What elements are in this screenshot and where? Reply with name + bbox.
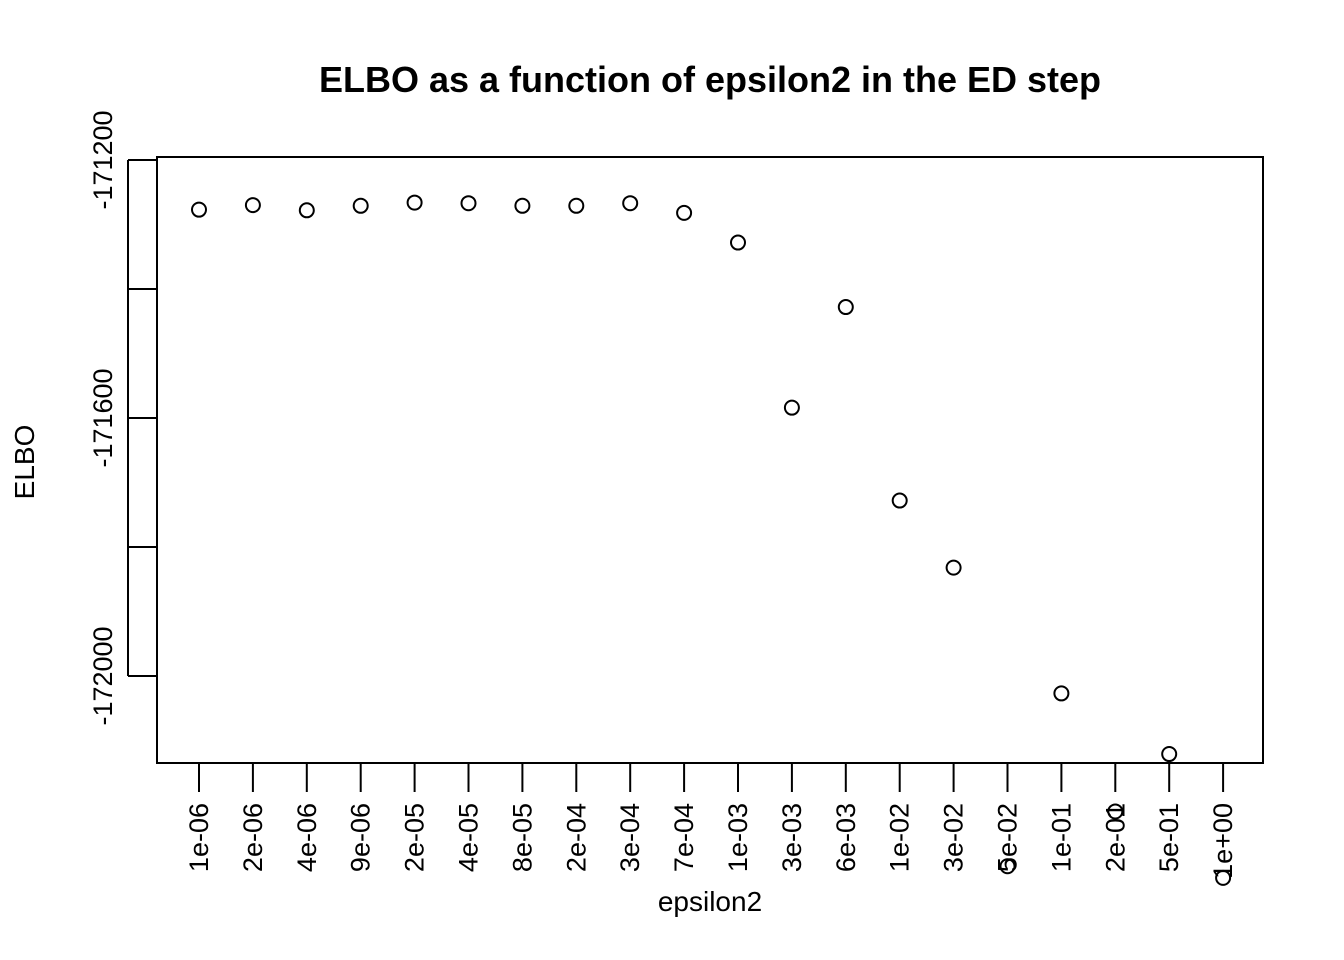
x-tick-label: 4e-06 [292, 803, 322, 872]
x-axis-title: epsilon2 [658, 886, 762, 917]
data-point [783, 399, 800, 416]
x-tick-label: 3e-02 [939, 803, 969, 872]
y-tick-label: -171600 [88, 368, 118, 467]
data-point [568, 197, 585, 214]
x-tick-label: 4e-05 [454, 803, 484, 872]
y-tick-label: -171200 [88, 110, 118, 209]
plot-frame [156, 156, 1264, 764]
data-point [298, 202, 315, 219]
y-axis: -171200 -171600 -172000 [88, 110, 157, 726]
x-tick-label: 1e-02 [885, 803, 915, 872]
data-point [837, 299, 854, 316]
data-point [1215, 869, 1232, 886]
x-tick-label: 1e-03 [723, 803, 753, 872]
x-tick-label: 3e-04 [615, 803, 645, 872]
data-point [676, 204, 693, 221]
data-point [1107, 803, 1124, 820]
x-tick-label: 8e-05 [507, 803, 537, 872]
data-point [999, 858, 1016, 875]
y-tick-label: -172000 [88, 626, 118, 725]
x-tick-label: 2e-01 [1100, 803, 1130, 872]
data-point [406, 194, 423, 211]
x-tick-label: 9e-06 [346, 803, 376, 872]
data-point [191, 201, 207, 218]
x-tick-label: 6e-03 [831, 803, 861, 872]
data-point [945, 559, 962, 576]
x-tick-label: 1e-06 [184, 803, 214, 872]
x-tick-label: 1e-01 [1046, 803, 1076, 872]
x-tick-label: 1e+00 [1208, 803, 1238, 879]
x-tick-label: 5e-02 [993, 803, 1023, 872]
data-points [191, 194, 1232, 886]
data-point [244, 197, 261, 214]
x-tick-label: 2e-04 [561, 803, 591, 872]
x-tick-label: 2e-05 [400, 803, 430, 872]
x-tick-label: 5e-01 [1154, 803, 1184, 872]
data-point [730, 234, 746, 251]
data-point [460, 195, 477, 212]
x-tick-label: 7e-04 [669, 803, 699, 872]
x-axis: 1e-06 2e-06 4e-06 9e-06 2e-05 4e-05 8e-05 2e-04… [184, 762, 1238, 879]
x-tick-label: 2e-06 [238, 803, 268, 872]
data-point [352, 197, 369, 214]
data-point [514, 197, 531, 214]
data-point [1161, 746, 1178, 763]
data-point [622, 195, 639, 212]
y-axis-title: ELBO [9, 425, 40, 500]
chart-title: ELBO as a function of epsilon2 in the ED… [319, 59, 1101, 100]
data-point [1053, 685, 1070, 702]
data-point [891, 492, 908, 509]
x-tick-label: 3e-03 [777, 803, 807, 872]
